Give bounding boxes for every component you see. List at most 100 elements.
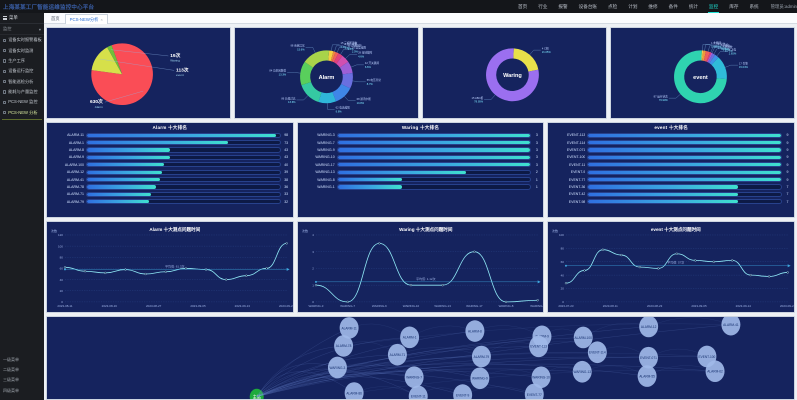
bar-track: [587, 199, 783, 205]
bar-track: [86, 132, 281, 138]
bar-row[interactable]: WARING-8 1: [301, 176, 541, 183]
bar-row[interactable]: ALARM-8 43: [50, 146, 290, 153]
svg-text:WARING-3: WARING-3: [308, 304, 323, 308]
bar-track: [587, 169, 783, 175]
bar-row[interactable]: ALARM-11 98: [50, 132, 290, 139]
bar-row[interactable]: EVENT-42 7: [551, 191, 791, 198]
bar-track: [587, 154, 783, 160]
sidebar-item-5[interactable]: 能耗与产量监控: [0, 87, 44, 97]
bar-row[interactable]: ALARM-9 43: [50, 154, 290, 161]
svg-text:平均值: 57次: 平均值: 57次: [668, 260, 685, 265]
bar-row[interactable]: WARING-10 3: [301, 154, 541, 161]
svg-text:ALARM-62: ALARM-62: [707, 369, 723, 373]
sidebar-item-1[interactable]: 设备实时监测: [0, 45, 44, 55]
chevron-down-icon[interactable]: ▾: [38, 26, 41, 32]
svg-text:55 电压异常: 55 电压异常: [367, 78, 382, 82]
bar-row[interactable]: EVENT-11 9: [551, 161, 791, 168]
bar-value-label: 33: [284, 192, 289, 197]
sidebar-header[interactable]: 菜单: [0, 13, 44, 24]
tab-home[interactable]: 首页: [46, 13, 65, 23]
topnav-item-3[interactable]: 设备台账: [578, 0, 598, 13]
bar-row[interactable]: WARING-9 3: [301, 146, 541, 153]
bar-value-label: 9: [786, 170, 789, 175]
bar-row[interactable]: EVENT-77 9: [551, 176, 791, 183]
close-icon[interactable]: ×: [100, 17, 103, 22]
bar-row[interactable]: EVENT-98 7: [551, 198, 791, 205]
hamburger-icon[interactable]: [3, 16, 7, 20]
svg-text:0: 0: [61, 300, 63, 304]
bar-row[interactable]: EVENT-9 9: [551, 168, 791, 175]
topnav-item-6[interactable]: 维修: [647, 0, 658, 13]
bar-track: [587, 176, 783, 183]
topnav-item-0[interactable]: 首页: [517, 0, 528, 13]
sidebar-footer-item-1[interactable]: 二级菜单: [0, 365, 44, 375]
svg-text:2023-08-16: 2023-08-16: [102, 304, 118, 308]
bar-row[interactable]: ALARM-1 73: [50, 139, 290, 146]
svg-text:ALARM-1: ALARM-1: [403, 336, 417, 340]
topnav-item-7[interactable]: 备件: [668, 0, 679, 13]
topnav-item-2[interactable]: 报警: [557, 0, 568, 13]
bar-row[interactable]: WARING-13 2: [301, 168, 541, 175]
svg-text:2023-09-05: 2023-09-05: [190, 304, 206, 308]
bar-category-label: ALARM-12: [66, 170, 84, 175]
menu-square-icon: [3, 48, 7, 53]
bar-row[interactable]: ALARM-71 33: [50, 191, 290, 198]
line-event-chart: event 十大测点问题时间 次数 0 20 40 60 80 100 平均值: 57次 2023…: [552, 226, 794, 308]
bar-row[interactable]: ALARM-100 40: [50, 161, 290, 168]
svg-text:40: 40: [561, 273, 565, 277]
sidebar-footer-item-label: 三级菜单: [3, 377, 19, 383]
bar-row[interactable]: WARING-3 3: [301, 132, 541, 139]
sidebar-item-6[interactable]: PCS-NEW 监控: [0, 97, 44, 107]
sidebar-item-7[interactable]: PCS-NEW 分析: [0, 108, 44, 118]
sidebar-item-label: 设备运行监控: [8, 68, 34, 74]
bar-fill: [337, 185, 402, 189]
bar-row[interactable]: EVENT-113 9: [551, 132, 791, 139]
topnav-item-5[interactable]: 计划: [627, 0, 638, 13]
bar-row[interactable]: ALARM-41 38: [50, 176, 290, 183]
bar-value-label: 3: [535, 140, 538, 145]
bar-row[interactable]: ALARM-78 36: [50, 183, 290, 190]
sidebar-subheader[interactable]: 监控 ▾: [0, 24, 44, 35]
sidebar-footer-item-3[interactable]: 四级菜单: [0, 386, 44, 396]
topnav-item-4[interactable]: 点检: [607, 0, 618, 13]
svg-text:15.6%: 15.6%: [297, 47, 305, 51]
svg-text:1.7%: 1.7%: [348, 47, 355, 51]
sidebar-item-0[interactable]: 设备实时报警看板: [0, 35, 44, 45]
bar-row[interactable]: WARING-17 3: [301, 161, 541, 168]
bar-row[interactable]: ALARM-12 39: [50, 168, 290, 175]
bar-category-label: EVENT-11: [569, 162, 586, 167]
sidebar-item-2[interactable]: 生产工序: [0, 56, 44, 66]
sidebar-item-3[interactable]: 设备运行监控: [0, 66, 44, 76]
current-user-label: 管理员:admin: [770, 3, 797, 9]
row-ranking-bars: Alarm 十大排名 ALARM-11 98 ALARM-1 73 ALARM-8 43 A…: [46, 122, 796, 218]
svg-text:平均值: 61.3次: 平均值: 61.3次: [165, 263, 184, 268]
topnav-item-11[interactable]: 系统: [748, 0, 759, 13]
bar-value-label: 32: [284, 199, 289, 204]
bar-row[interactable]: WARING-1 1: [301, 183, 541, 190]
svg-text:19次: 19次: [170, 52, 180, 59]
sidebar-footer-item-0[interactable]: 一级菜单: [0, 355, 44, 365]
panel-title: event 十大排名: [654, 124, 688, 130]
sidebar-footer-item-2[interactable]: 三级菜单: [0, 375, 44, 385]
bar-row[interactable]: ALARM-79 32: [50, 198, 290, 205]
tab-pcs-new-analysis[interactable]: PCS-NEW分析 ×: [64, 14, 108, 24]
svg-text:78.95%: 78.95%: [474, 99, 484, 103]
bar-row[interactable]: WARING-7 3: [301, 139, 541, 146]
bar-row[interactable]: EVENT-114 9: [551, 139, 791, 146]
topnav-item-1[interactable]: 行业: [537, 0, 548, 13]
sidebar-item-4[interactable]: 智能巡检分析: [0, 77, 44, 87]
topnav-item-9[interactable]: 监控: [708, 0, 720, 13]
bar-row[interactable]: EVENT-100 9: [551, 154, 791, 161]
topnav-item-8[interactable]: 统计: [688, 0, 699, 13]
svg-text:13.3%: 13.3%: [279, 72, 287, 76]
topnav-item-label: 统计: [688, 4, 699, 9]
svg-text:Alarm: Alarm: [319, 75, 335, 81]
topnav-item-10[interactable]: 库存: [728, 0, 739, 13]
bar-row[interactable]: EVENT-36 7: [551, 183, 791, 190]
bar-fill: [337, 163, 531, 167]
svg-text:630次: 630次: [90, 98, 103, 105]
bar-row[interactable]: EVENT-071 9: [551, 146, 791, 153]
bar-category-label: ALARM-41: [66, 177, 84, 182]
